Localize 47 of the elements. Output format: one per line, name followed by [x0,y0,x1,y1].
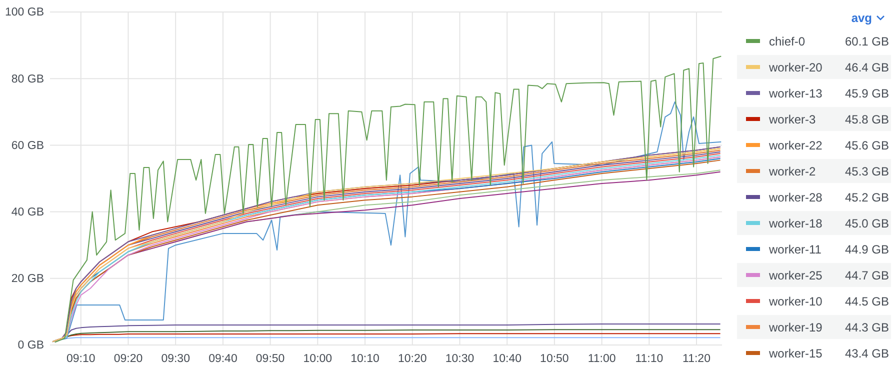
x-tick-label: 10:40 [492,353,522,366]
legend-label: worker-13 [768,86,823,100]
text: 60.1 GB [844,34,889,48]
text: 45.8 GB [844,112,889,126]
x-tick-label: 09:50 [256,353,285,366]
x-tick-label: 11:20 [682,353,710,366]
y-tick-label: 0 GB [18,340,44,352]
y-tick-label: 80 GB [11,73,44,86]
text: 45.9 GB [844,86,889,100]
legend-label: worker-28 [768,190,823,204]
text: 45.3 GB [844,164,889,178]
x-tick-label: 09:10 [66,353,96,366]
legend-label: worker-22 [768,138,823,152]
text: 44.9 GB [844,242,889,256]
legend-label: worker-19 [768,320,823,334]
x-tick-label: 10:30 [445,353,474,366]
x-tick-label: 11:00 [588,353,616,366]
legend-label: worker-2 [768,164,816,178]
y-tick-label: 20 GB [11,273,44,286]
legend-label: worker-18 [768,216,823,230]
text: 43.4 GB [844,346,889,360]
text: 44.5 GB [844,294,889,308]
y-tick-label: 40 GB [11,206,44,218]
legend-label: worker-20 [768,60,823,74]
text: 45.0 GB [844,216,889,230]
x-tick-label: 10:20 [398,353,427,366]
y-tick-label: 100 GB [5,6,44,19]
legend-label: worker-3 [768,112,816,126]
text: 44.7 GB [844,268,889,282]
legend-label: worker-15 [768,346,823,360]
legend-label: worker-11 [768,242,822,256]
legend-label: chief-0 [769,34,806,48]
text: 45.2 GB [844,190,889,204]
x-tick-label: 09:20 [114,353,143,366]
text: 45.6 GB [844,138,889,152]
legend-label: worker-10 [768,294,823,308]
x-tick-label: 10:50 [540,353,569,366]
x-tick-label: 10:00 [303,353,332,366]
x-tick-label: 11:10 [635,353,664,366]
text: 44.3 GB [844,320,889,334]
x-tick-label: 09:40 [208,353,238,366]
x-tick-label: 09:30 [161,353,190,366]
legend-title: avg [851,11,872,25]
x-tick-label: 10:10 [350,353,380,366]
text: 46.4 GB [844,60,889,74]
y-tick-label: 60 GB [11,140,44,152]
legend-label: worker-25 [768,268,823,282]
